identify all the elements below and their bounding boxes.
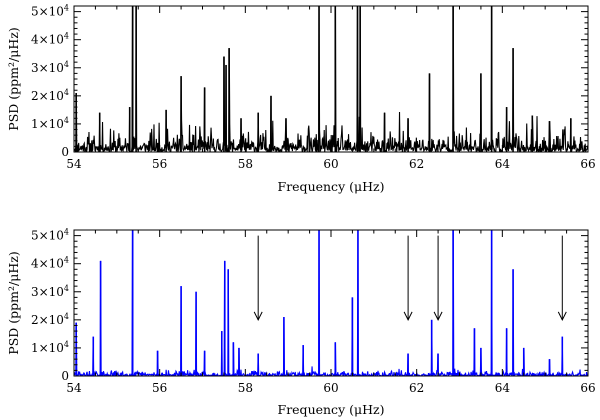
y-tick-label: 4×104 [31, 256, 69, 271]
y-tick-label: 5×104 [31, 228, 69, 243]
y-tick-label: 3×104 [31, 284, 69, 299]
y-tick-label: 5×104 [31, 4, 69, 19]
x-tick-label: 64 [495, 157, 511, 171]
psd-series-line [74, 6, 588, 152]
annotation-arrow [403, 235, 413, 321]
x-tick-label: 66 [580, 157, 595, 171]
y-tick-label: 4×104 [31, 32, 69, 47]
x-tick-label: 54 [66, 157, 82, 171]
x-tick-label: 56 [152, 157, 167, 171]
annotation-arrow [253, 235, 263, 321]
x-tick-label: 58 [238, 381, 253, 395]
y-axis-label: PSD (ppm²/μHz) [6, 251, 21, 354]
y-axis-label: PSD (ppm²/μHz) [6, 27, 21, 130]
y-tick-label: 1×104 [31, 116, 69, 131]
annotation-arrow [557, 235, 567, 321]
x-axis-label: Frequency (μHz) [278, 179, 385, 194]
x-tick-label: 56 [152, 381, 167, 395]
x-tick-label: 54 [66, 381, 82, 395]
x-tick-label: 58 [238, 157, 253, 171]
x-axis-label: Frequency (μHz) [278, 402, 385, 417]
y-tick-label: 1×104 [31, 340, 69, 355]
bottom-panel: 54 56 58 60 62 64 66 0 1×104 2×104 3×104 4×104 5×104… [6, 228, 596, 417]
y-tick-label: 2×104 [31, 312, 69, 327]
y-tick-label: 3×104 [31, 60, 69, 75]
x-tick-label: 66 [580, 381, 595, 395]
x-tick-label: 62 [409, 157, 424, 171]
top-panel: 54 56 58 60 62 64 66 0 1×104 2×104 3×104 4×104 5×104… [6, 4, 596, 194]
y-tick-label: 0 [61, 145, 69, 159]
psd-series-line [74, 230, 588, 376]
y-tick-label: 0 [61, 369, 69, 383]
x-tick-label: 60 [323, 157, 338, 171]
x-tick-label: 60 [323, 381, 338, 395]
annotation-arrow [433, 235, 443, 321]
x-tick-label: 64 [495, 381, 511, 395]
plot-frame [73, 229, 589, 377]
x-tick-label: 62 [409, 381, 424, 395]
y-tick-label: 2×104 [31, 88, 69, 103]
